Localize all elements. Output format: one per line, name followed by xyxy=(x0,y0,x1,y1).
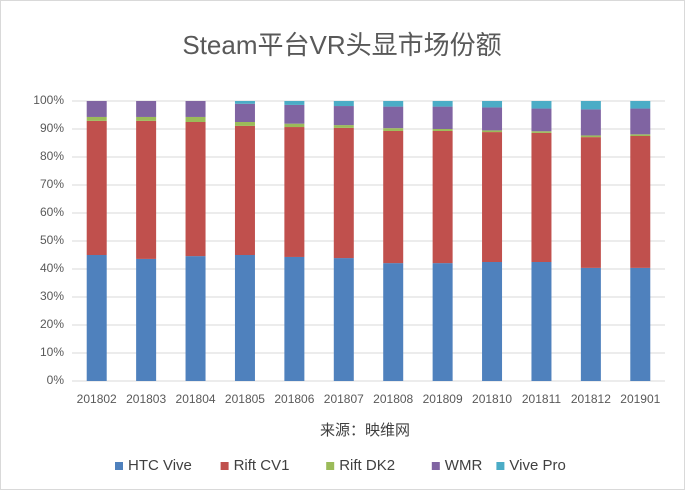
y-tick-label: 80% xyxy=(40,149,64,163)
y-tick-label: 0% xyxy=(47,373,65,387)
bar-segment xyxy=(630,108,651,135)
bar-segment xyxy=(86,255,107,381)
bar-segment xyxy=(234,255,255,381)
y-tick-label: 50% xyxy=(40,233,64,247)
bar-segment xyxy=(234,122,255,126)
bar-segment xyxy=(630,101,651,109)
bar-segment xyxy=(383,101,404,107)
bar-segment xyxy=(136,116,157,121)
x-tick-label: 201803 xyxy=(126,392,166,406)
bar-segment xyxy=(531,108,552,132)
bar-segment xyxy=(86,116,107,121)
bar-segment xyxy=(333,125,354,128)
bar-segment xyxy=(482,130,503,133)
legend-swatch xyxy=(496,462,505,470)
y-tick-label: 20% xyxy=(40,317,64,331)
bar-segment xyxy=(432,129,453,131)
bar-segment xyxy=(333,106,354,126)
x-tick-label: 201806 xyxy=(274,392,314,406)
bar-segment xyxy=(185,122,206,257)
bar-segment xyxy=(284,101,305,105)
source-note: 来源：映维网 xyxy=(320,422,410,439)
bar-segment xyxy=(234,101,255,104)
bar-segment xyxy=(333,101,354,107)
bar-segment xyxy=(482,101,503,108)
bar-segment xyxy=(630,136,651,268)
bar-segment xyxy=(136,258,157,381)
bar-segment xyxy=(630,134,651,136)
bar-segment xyxy=(432,106,453,129)
x-tick-label: 201812 xyxy=(571,392,611,406)
x-tick-label: 201810 xyxy=(472,392,512,406)
legend-swatch xyxy=(220,462,229,470)
legend-label: HTC Vive xyxy=(128,457,192,474)
bar-segment xyxy=(86,101,107,117)
y-tick-label: 40% xyxy=(40,261,64,275)
bar-segment xyxy=(234,103,255,122)
bar-segment xyxy=(432,263,453,381)
bar-segment xyxy=(432,101,453,107)
bar-segment xyxy=(531,262,552,381)
bar-segment xyxy=(136,120,157,259)
y-tick-label: 90% xyxy=(40,121,64,135)
bar-segment xyxy=(580,101,601,110)
x-tick-label: 201807 xyxy=(324,392,364,406)
legend-swatch xyxy=(326,462,335,470)
x-tick-label: 201811 xyxy=(522,392,561,406)
bar-segment xyxy=(383,128,404,131)
legend-label: Rift CV1 xyxy=(234,457,290,474)
bar-segment xyxy=(86,120,107,255)
bar-segment xyxy=(580,135,601,138)
x-tick-label: 201805 xyxy=(225,392,265,406)
legend-swatch xyxy=(431,462,440,470)
legend-label: Vive Pro xyxy=(509,457,565,474)
x-tick-label: 201802 xyxy=(77,392,117,406)
bar-segment xyxy=(383,263,404,381)
bar-segment xyxy=(284,256,305,381)
x-tick-label: 201804 xyxy=(176,392,216,406)
bar-segment xyxy=(580,137,601,268)
bar-segment xyxy=(284,127,305,257)
legend-label: Rift DK2 xyxy=(339,457,395,474)
legend-label: WMR xyxy=(445,457,483,474)
bar-segment xyxy=(136,101,157,117)
y-tick-label: 70% xyxy=(40,177,64,191)
bar-segment xyxy=(482,107,503,131)
bar-segment xyxy=(185,256,206,381)
bar-segment xyxy=(333,127,354,259)
bar-segment xyxy=(284,104,305,124)
x-tick-label: 201901 xyxy=(620,392,660,406)
bar-segment xyxy=(185,101,206,117)
chart-title: Steam平台VR头显市场份额 xyxy=(182,30,501,60)
bar-segment xyxy=(482,132,503,262)
bar-segment xyxy=(383,130,404,264)
bar-segment xyxy=(185,116,206,122)
bar-segment xyxy=(432,130,453,264)
x-tick-label: 201809 xyxy=(423,392,463,406)
x-tick-label: 201808 xyxy=(373,392,413,406)
bar-segment xyxy=(234,125,255,255)
bar-segment xyxy=(630,267,651,381)
y-tick-label: 100% xyxy=(33,93,64,107)
legend-swatch xyxy=(115,462,123,470)
y-tick-label: 10% xyxy=(40,345,64,359)
bar-segment xyxy=(580,267,601,381)
y-tick-label: 30% xyxy=(40,289,64,303)
bar-segment xyxy=(284,123,305,128)
bar-segment xyxy=(580,109,601,136)
bar-segment xyxy=(531,131,552,133)
bar-segment xyxy=(383,106,404,129)
bar-segment xyxy=(482,262,503,381)
y-tick-label: 60% xyxy=(40,205,64,219)
bar-segment xyxy=(531,132,552,262)
bar-segment xyxy=(531,101,552,109)
bar-segment xyxy=(333,258,354,381)
